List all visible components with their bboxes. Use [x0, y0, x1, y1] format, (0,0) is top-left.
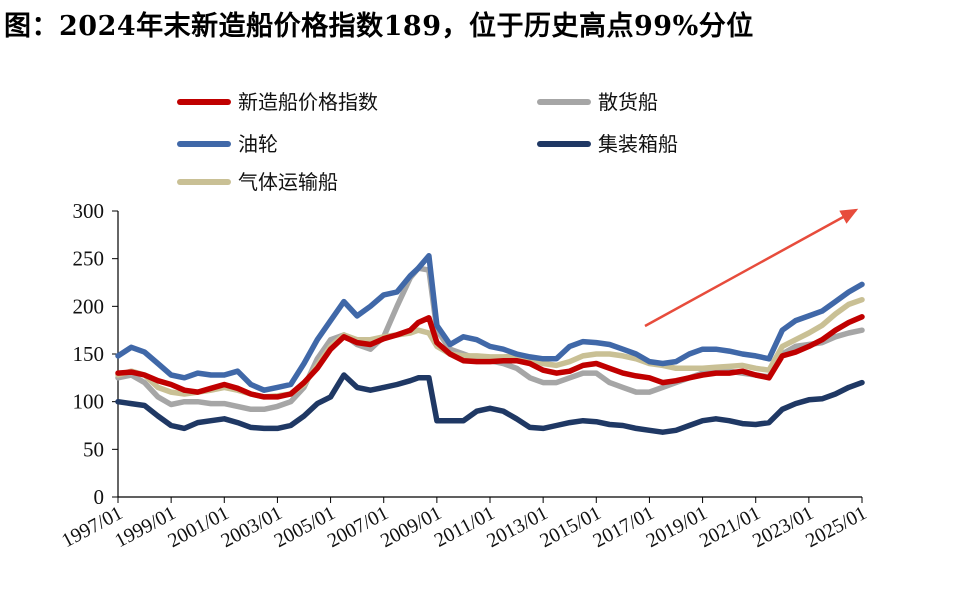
legend-label: 散货船 — [598, 90, 658, 114]
series-line-0 — [115, 314, 865, 400]
y-tick-label: 100 — [73, 390, 105, 414]
x-tick-label: 2017/01 — [590, 502, 658, 552]
x-tick-label: 1997/01 — [58, 502, 126, 552]
series-line-2 — [115, 253, 865, 393]
page-title: 图：2024年末新造船价格指数189，位于历史高点99%分位 — [4, 11, 754, 42]
series-lines — [115, 253, 865, 435]
x-tick-label: 2009/01 — [377, 502, 445, 552]
legend-label: 气体运输船 — [238, 170, 338, 194]
y-tick-label: 50 — [83, 437, 104, 461]
x-tick-label: 2023/01 — [749, 502, 817, 552]
series-line-3 — [115, 372, 865, 435]
x-tick-label: 2015/01 — [536, 502, 604, 552]
y-tick-label: 200 — [73, 294, 105, 318]
x-tick-label: 2019/01 — [643, 502, 711, 552]
y-tick-label: 300 — [73, 199, 105, 223]
x-tick-label: 2013/01 — [483, 502, 551, 552]
y-tick-label: 0 — [94, 485, 105, 509]
trend-arrow — [644, 208, 859, 328]
legend-label: 新造船价格指数 — [238, 90, 378, 114]
x-tick-label: 2007/01 — [324, 502, 392, 552]
x-tick-label: 1999/01 — [111, 502, 179, 552]
x-tick-label: 2011/01 — [431, 502, 499, 552]
x-tick-label: 2003/01 — [218, 502, 286, 552]
legend-label: 集装箱船 — [598, 132, 678, 156]
x-tick-label: 2001/01 — [164, 502, 232, 552]
y-tick-label: 250 — [73, 247, 105, 271]
legend-label: 油轮 — [238, 132, 278, 156]
y-tick-label: 150 — [73, 342, 105, 366]
x-tick-label: 2021/01 — [696, 502, 764, 552]
x-tick-label: 2025/01 — [802, 502, 870, 552]
x-tick-label: 2005/01 — [271, 502, 339, 552]
